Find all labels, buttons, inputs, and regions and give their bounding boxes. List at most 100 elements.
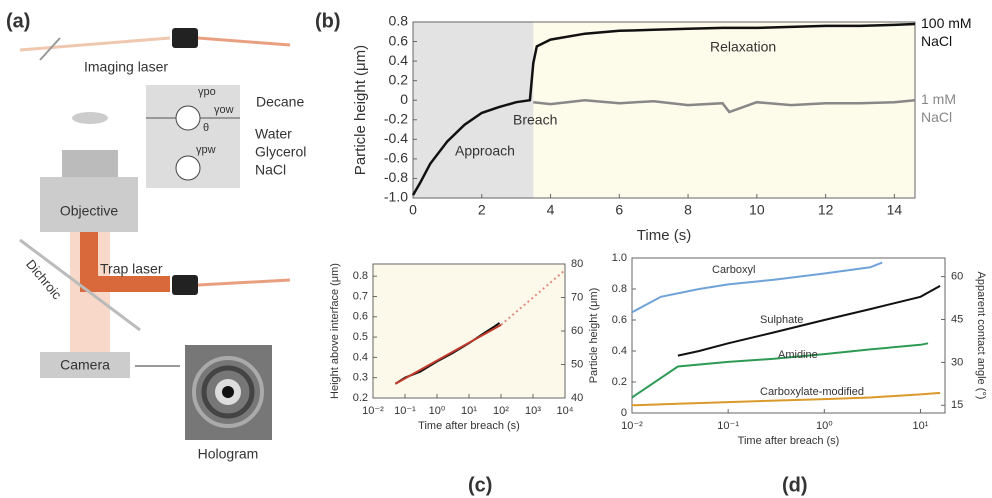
y-tick-label: 0 [621,407,627,419]
y-axis-label: Particle height (μm) [588,288,600,384]
objective-top [62,150,118,177]
chart: 10⁻² 10⁻¹ 10⁰ 10¹ 10² 10³ 10⁴ 0.2 0.3 0.4 0.5 0.6 0.… [329,258,583,496]
x-axis-label: Time after breach (s) [738,435,840,447]
dichroic-mirror [19,238,141,332]
series-line [677,285,941,357]
x-tick-label: 10⁻¹ [717,420,739,432]
y-tick-label: -0.2 [384,110,408,126]
legend-label: 100 mM NaCl [921,14,972,49]
plot-background [632,258,945,413]
setup-diagram: (a) Imaging laser γpo γow θ γpw Decane W… [6,10,306,461]
lens [72,112,108,124]
y-tick-label: 0 [400,91,408,107]
y-tick-label: -0.6 [384,150,408,166]
chart: 10⁻² 10⁻¹ 10⁰ 10¹ 0 0.2 0.4 0.6 0.8 1.0 15 30 45 60 Ti… [588,252,987,496]
series-line [631,391,941,407]
series-label: Sulphate [760,314,803,326]
y-tick-label: 0.4 [389,52,409,68]
y-tick-label: 0.2 [612,376,627,388]
ring [201,365,255,419]
plot-frame [412,21,916,199]
label: Decane [256,94,304,110]
x-tick-label: 14 [887,202,903,218]
mirror [39,37,61,61]
laser [172,275,198,295]
y2-axis-label: Apparent contact angle (°) [975,272,987,400]
x-axis-label: Time (s) [637,227,691,244]
series-line [533,98,916,114]
y-tick-label: 0.8 [612,283,627,295]
x-tick-label: 10¹ [913,420,929,432]
panel-label: (d) [782,474,808,496]
plot-frame [631,257,946,414]
laser-beam [19,36,171,52]
y-tick-label: 0.4 [353,351,368,363]
fiber [197,36,291,47]
label: Camera [60,357,110,373]
series-label: Amidine [778,349,818,361]
plot-background [373,264,565,398]
panel-label: (c) [468,474,492,496]
ring [222,386,234,398]
label: NaCl [255,162,286,178]
particle [175,105,201,131]
annotation: Breach [513,112,557,128]
laser [172,28,198,48]
annotation: Approach [455,143,515,159]
y-tick-label: 0.8 [389,13,409,29]
y-tick-label: -0.4 [384,130,408,146]
series-line [631,261,883,314]
y2-tick-label: 80 [571,258,583,270]
annotation: Relaxation [710,39,776,55]
y2-tick-label: 70 [571,291,583,303]
y-tick-label: 0.2 [353,392,368,404]
y-tick-label: 0.3 [353,372,368,384]
series-line [394,324,502,385]
y2-tick-label: 30 [951,356,963,368]
y-tick-label: 0.7 [353,290,368,302]
x-axis-label: Time after breach (s) [418,420,520,432]
y-axis-label: Particle height (μm) [352,45,369,175]
legend-label: 1 mM NaCl [921,91,956,126]
y2-tick-label: 50 [571,358,583,370]
label: θ [203,122,209,134]
label: Hologram [198,446,259,462]
y-tick-label: 0.6 [612,314,627,326]
label: Water [255,126,292,142]
label: Objective [60,203,119,219]
x-tick-label: 4 [547,202,555,218]
y-tick-label: 0.5 [353,331,368,343]
label: Trap laser [100,261,163,277]
y-tick-label: 1.0 [612,252,627,264]
fiber [197,278,291,287]
trap-beam [80,276,170,292]
x-tick-label: 10⁰ [429,405,446,417]
series-label: Carboxyl [712,264,755,276]
y-tick-label: 0.6 [353,311,368,323]
label: Dichroic [23,256,65,302]
series-line [631,342,929,399]
y-tick-label: -1.0 [384,189,408,205]
label: Imaging laser [84,59,168,75]
label: γow [214,104,234,116]
chart: 0 2 4 6 8 10 12 14 -1.0 -0.8 -0.6 -0.4 -0.2 0 0.2 0.4 0.… [315,10,916,244]
y-tick-label: 0.4 [612,345,627,357]
y-tick-label: -0.8 [384,169,408,185]
x-tick-label: 10 [749,202,765,218]
label: γpo [198,86,216,98]
x-tick-label: 10³ [525,405,541,417]
y-axis-label: Height above interface (μm) [329,263,341,399]
camera [40,352,130,378]
shaded-region [413,22,534,198]
x-tick-label: 10⁻² [621,420,643,432]
x-tick-label: 8 [684,202,692,218]
y-tick-label: 0.6 [389,32,409,48]
objective [40,177,138,232]
x-tick-label: 10² [493,405,509,417]
x-tick-label: 10⁴ [557,405,574,417]
x-tick-label: 6 [615,202,623,218]
x-tick-label: 10⁰ [816,420,833,432]
panel-label: (a) [6,10,30,32]
